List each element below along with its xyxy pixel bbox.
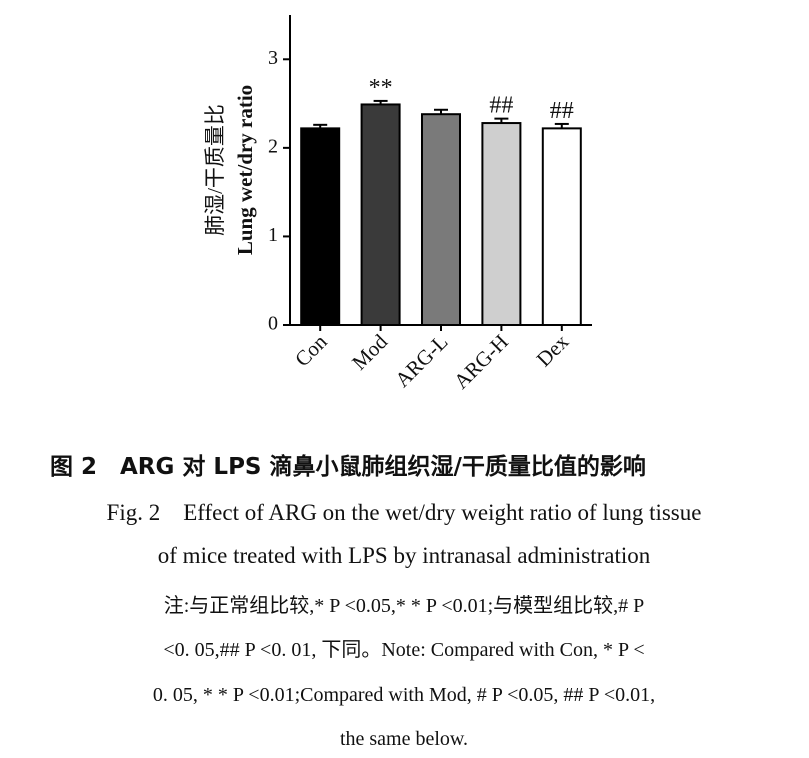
caption-note: 0. 05, * * P <0.01;Compared with Mod, # … — [153, 684, 655, 706]
x-tick-label: Dex — [532, 329, 574, 371]
significance-label: ** — [369, 75, 393, 101]
x-tick-label: Mod — [347, 329, 392, 374]
caption-note: <0. 05,## P <0. 01, 下同。Note: Compared wi… — [163, 639, 644, 661]
y-tick-label: 3 — [268, 47, 278, 69]
x-tick-label: ARG-L — [390, 330, 452, 392]
y-tick-label: 1 — [268, 224, 278, 246]
y-tick-label: 2 — [268, 135, 278, 157]
significance-label: ## — [489, 93, 513, 119]
caption-title-en: Fig. 2 Effect of ARG on the wet/dry weig… — [107, 500, 702, 525]
bar — [300, 127, 341, 326]
y-tick-label: 0 — [268, 313, 278, 335]
y-axis-label-en: Lung wet/dry ratio — [233, 85, 257, 255]
y-axis-label-cn: 肺湿/干质量比 — [203, 104, 227, 236]
bar — [481, 122, 522, 326]
x-tick-label: ARG-H — [449, 330, 513, 394]
bar — [421, 113, 461, 326]
x-tick-label: Con — [290, 329, 332, 371]
caption-title-cn: 图 2 ARG 对 LPS 滴鼻小鼠肺组织湿/干质量比值的影响 — [50, 453, 646, 480]
caption-note: 注:与正常组比较,* P <0.05,* * P <0.01;与模型组比较,# … — [164, 594, 645, 617]
bar — [541, 127, 582, 326]
caption-note: the same below. — [340, 728, 468, 750]
bar — [360, 103, 401, 327]
caption-title-en: of mice treated with LPS by intranasal a… — [158, 543, 651, 568]
significance-label: ## — [550, 98, 574, 124]
